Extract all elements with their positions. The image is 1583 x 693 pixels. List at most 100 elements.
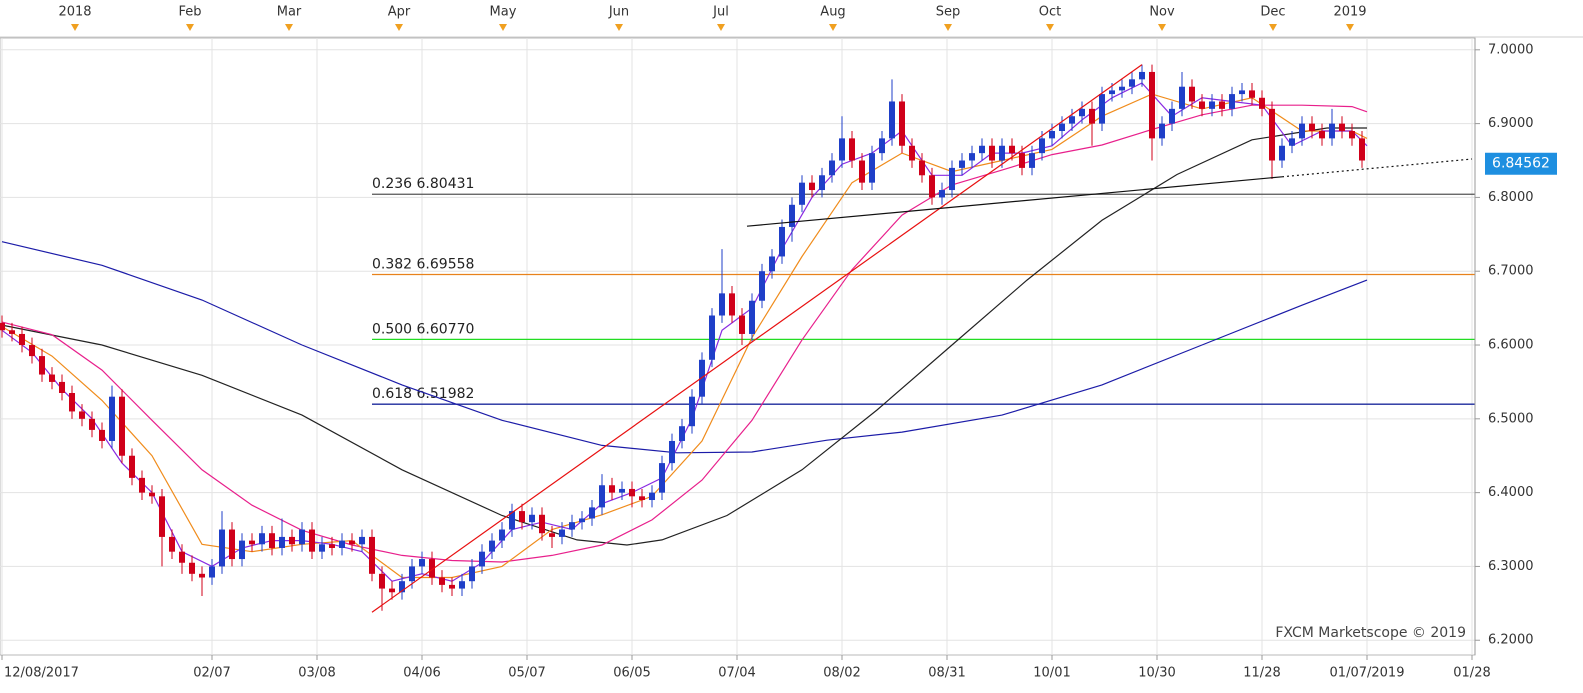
candle-body: [419, 559, 425, 567]
fib-label: 0.618 6.51982: [372, 386, 474, 402]
candle-body: [749, 300, 755, 334]
candle-body: [459, 581, 465, 589]
month-label: Nov: [1149, 5, 1175, 20]
y-tick-label: 6.7000: [1488, 264, 1534, 279]
candle-body: [979, 145, 985, 154]
candle-body: [429, 559, 435, 578]
y-tick-label: 7.0000: [1488, 42, 1534, 57]
month-marker: [1346, 24, 1354, 31]
x-tick-label: 01/28: [1453, 666, 1490, 681]
candle-body: [719, 293, 725, 316]
x-tick-label: 07/04: [718, 666, 755, 681]
candle-body: [189, 562, 195, 574]
candle-body: [179, 551, 185, 563]
candle-body: [239, 540, 245, 560]
candle-body: [789, 204, 795, 227]
candle-body: [479, 551, 485, 567]
candle-body: [639, 496, 645, 501]
month-marker: [944, 24, 952, 31]
candle-body: [299, 529, 305, 545]
candle-body: [1089, 108, 1095, 124]
x-tick-label: 06/05: [613, 666, 650, 681]
month-marker: [1269, 24, 1277, 31]
candle-body: [309, 529, 315, 552]
candle-body: [959, 160, 965, 168]
candle-body: [449, 584, 455, 589]
candle-body: [999, 145, 1005, 161]
last-price-label: 6.84562: [1492, 156, 1550, 172]
month-label: Jul: [712, 5, 729, 20]
trend-line: [1281, 158, 1473, 178]
candle-body: [79, 411, 85, 419]
candle-body: [1349, 130, 1355, 139]
candle-body: [1279, 145, 1285, 161]
candle-body: [579, 518, 585, 523]
fib-label: 0.236 6.80431: [372, 176, 474, 192]
candle-body: [1129, 79, 1135, 87]
y-tick-label: 6.3000: [1488, 559, 1534, 574]
candle-body: [209, 566, 215, 578]
candle-body: [689, 396, 695, 427]
moving-average: [1, 241, 1368, 454]
candle-body: [379, 573, 385, 589]
candle-body: [229, 529, 235, 560]
month-marker: [499, 24, 507, 31]
candle-body: [1109, 90, 1115, 95]
candle-body: [1009, 145, 1015, 154]
candle-body: [1229, 94, 1235, 109]
candle-body: [939, 190, 945, 198]
y-tick-label: 6.4000: [1488, 485, 1534, 500]
x-tick-label: 12/08/2017: [4, 666, 79, 681]
candle-body: [499, 529, 505, 541]
candle-body: [1179, 86, 1185, 109]
candle-body: [849, 138, 855, 161]
candle-body: [1189, 86, 1195, 102]
candle-body: [949, 167, 955, 191]
candle-body: [519, 511, 525, 523]
x-tick-label: 08/02: [823, 666, 860, 681]
candle-body: [1029, 153, 1035, 168]
candle-body: [509, 511, 515, 530]
candle-body: [929, 175, 935, 198]
candle-body: [129, 455, 135, 478]
month-marker: [1046, 24, 1054, 31]
candle-body: [1269, 108, 1275, 161]
month-label: Mar: [277, 5, 302, 20]
candle-body: [1069, 116, 1075, 124]
candle-body: [609, 485, 615, 493]
candle-body: [439, 577, 445, 585]
candle-body: [729, 293, 735, 316]
y-tick-label: 6.9000: [1488, 116, 1534, 131]
candle-body: [919, 160, 925, 176]
candle-body: [39, 356, 45, 375]
x-tick-label: 02/07: [193, 666, 230, 681]
candle-body: [49, 374, 55, 382]
candle-body: [1019, 153, 1025, 168]
trend-line: [746, 176, 1283, 227]
x-tick-label: 10/01: [1033, 666, 1070, 681]
month-label: 2018: [58, 5, 91, 20]
candle-body: [559, 529, 565, 537]
month-marker: [285, 24, 293, 31]
candle-body: [149, 492, 155, 497]
month-marker: [395, 24, 403, 31]
candle-body: [1359, 138, 1365, 161]
candle-body: [269, 533, 275, 548]
candle-body: [1249, 90, 1255, 98]
candle-body: [319, 544, 325, 552]
candle-body: [399, 581, 405, 593]
candle-body: [1169, 108, 1175, 124]
month-marker: [186, 24, 194, 31]
candle-body: [1059, 123, 1065, 131]
candle-body: [549, 533, 555, 537]
month-label: Feb: [178, 5, 201, 20]
candle-body: [809, 182, 815, 191]
x-tick-label: 04/06: [403, 666, 440, 681]
candle-body: [879, 138, 885, 154]
candle-body: [279, 536, 285, 548]
watermark: FXCM Marketscope © 2019: [1275, 625, 1466, 641]
month-marker: [71, 24, 79, 31]
candle-body: [409, 566, 415, 582]
candle-body: [1149, 71, 1155, 139]
